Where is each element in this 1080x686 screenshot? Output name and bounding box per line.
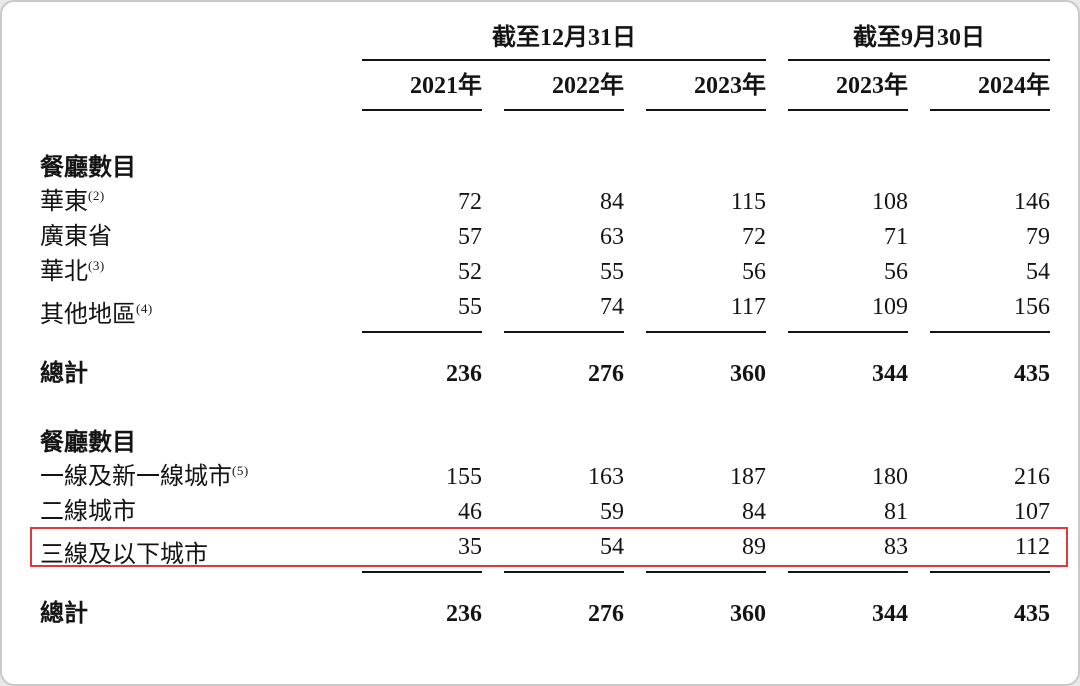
row-label: 華東(2) (40, 185, 340, 220)
table-row-tier1-cities: 一線及新一線城市(5) 155 163 187 180 216 (40, 460, 1060, 495)
footnote-ref: (4) (136, 301, 153, 316)
footnote-ref: (2) (88, 188, 105, 203)
column-group-header-row: 截至12月31日 截至9月30日 (40, 22, 1060, 61)
cell-2022: 84 (600, 189, 624, 215)
col-header-2022: 2022年 (504, 69, 624, 111)
row-label-text: 一線及新一線城市 (40, 464, 232, 490)
row-label: 其他地區(4) (40, 298, 340, 333)
cell-2023: 84 (742, 499, 766, 525)
cell-2024: 54 (1026, 259, 1050, 285)
cell-2021: 236 (446, 601, 482, 627)
cell-2023-sep: 81 (884, 499, 908, 525)
section1-total-row: 總計 236 276 360 344 435 (40, 357, 1060, 392)
cell-2021: 57 (458, 224, 482, 250)
col-header-2021: 2021年 (362, 69, 482, 111)
section2-total-row: 總計 236 276 360 344 435 (40, 597, 1060, 632)
cell-2021: 236 (446, 361, 482, 387)
row-label: 二線城市 (40, 495, 340, 530)
cell-2024: 79 (1026, 224, 1050, 250)
cell-2023: 360 (730, 601, 766, 627)
table-row-tier2-cities: 二線城市 46 59 84 81 107 (40, 495, 1060, 530)
cell-2023: 187 (730, 464, 766, 490)
cell-2022: 59 (600, 499, 624, 525)
cell-2023: 360 (730, 361, 766, 387)
cell-2023: 89 (646, 530, 766, 573)
cell-2021: 52 (458, 259, 482, 285)
cell-2021: 46 (458, 499, 482, 525)
cell-2023-sep: 108 (872, 189, 908, 215)
section1-title-row: 餐廳數目 (40, 151, 1060, 185)
cell-2021: 35 (362, 530, 482, 573)
cell-2022: 163 (588, 464, 624, 490)
total-label: 總計 (40, 601, 88, 627)
cell-2021: 55 (362, 290, 482, 333)
row-label-text: 二線城市 (40, 499, 136, 525)
cell-2022: 55 (600, 259, 624, 285)
cell-2023: 115 (730, 189, 766, 215)
cell-2023-sep: 109 (788, 290, 908, 333)
cell-2022: 63 (600, 224, 624, 250)
total-label: 總計 (40, 361, 88, 387)
table-row-east-china: 華東(2) 72 84 115 108 146 (40, 185, 1060, 220)
col-header-2023-sep: 2023年 (788, 69, 908, 111)
table-row-tier3-and-below-cities: 三線及以下城市 35 54 89 83 112 (30, 527, 1068, 573)
table-row-north-china: 華北(3) 52 55 56 56 54 (40, 255, 1060, 290)
cell-2022: 74 (504, 290, 624, 333)
row-label-text: 其他地區 (40, 302, 136, 328)
row-label-text: 廣東省 (40, 224, 112, 250)
cell-2024: 435 (1014, 601, 1050, 627)
table-row-guangdong: 廣東省 57 63 72 71 79 (40, 220, 1060, 255)
col-group-dec31: 截至12月31日 (362, 22, 766, 61)
section2-title-row: 餐廳數目 (40, 426, 1060, 460)
cell-2023: 56 (742, 259, 766, 285)
cell-2022: 276 (588, 601, 624, 627)
cell-2021: 72 (458, 189, 482, 215)
restaurant-count-table: 截至12月31日 截至9月30日 2021年 2022年 2023年 2023年… (30, 22, 1068, 632)
cell-2022: 276 (588, 361, 624, 387)
cell-2023: 117 (646, 290, 766, 333)
cell-2024: 107 (1014, 499, 1050, 525)
cell-2023-sep: 83 (788, 530, 908, 573)
col-header-2024: 2024年 (930, 69, 1050, 111)
row-label: 華北(3) (40, 255, 340, 290)
row-label-text: 三線及以下城市 (40, 542, 208, 568)
footnote-ref: (5) (232, 463, 249, 478)
section-title: 餐廳數目 (40, 155, 136, 181)
cell-2024: 156 (930, 290, 1050, 333)
row-label: 一線及新一線城市(5) (40, 460, 340, 495)
cell-2023: 72 (742, 224, 766, 250)
row-label-text: 華北 (40, 259, 88, 285)
cell-2024: 112 (930, 530, 1050, 573)
year-header-row: 2021年 2022年 2023年 2023年 2024年 (40, 69, 1060, 111)
col-header-2023: 2023年 (646, 69, 766, 111)
cell-2022: 54 (504, 530, 624, 573)
cell-2023-sep: 344 (872, 601, 908, 627)
cell-2024: 146 (1014, 189, 1050, 215)
row-label-text: 華東 (40, 189, 88, 215)
footnote-ref: (3) (88, 258, 105, 273)
cell-2024: 216 (1014, 464, 1050, 490)
row-label: 三線及以下城市 (40, 538, 340, 573)
table-row-other-regions: 其他地區(4) 55 74 117 109 156 (40, 290, 1060, 333)
row-label: 廣東省 (40, 220, 340, 255)
section-title: 餐廳數目 (40, 430, 136, 456)
cell-2021: 155 (446, 464, 482, 490)
cell-2024: 435 (1014, 361, 1050, 387)
col-group-sep30: 截至9月30日 (788, 22, 1050, 61)
cell-2023-sep: 344 (872, 361, 908, 387)
cell-2023-sep: 71 (884, 224, 908, 250)
cell-2023-sep: 180 (872, 464, 908, 490)
cell-2023-sep: 56 (884, 259, 908, 285)
